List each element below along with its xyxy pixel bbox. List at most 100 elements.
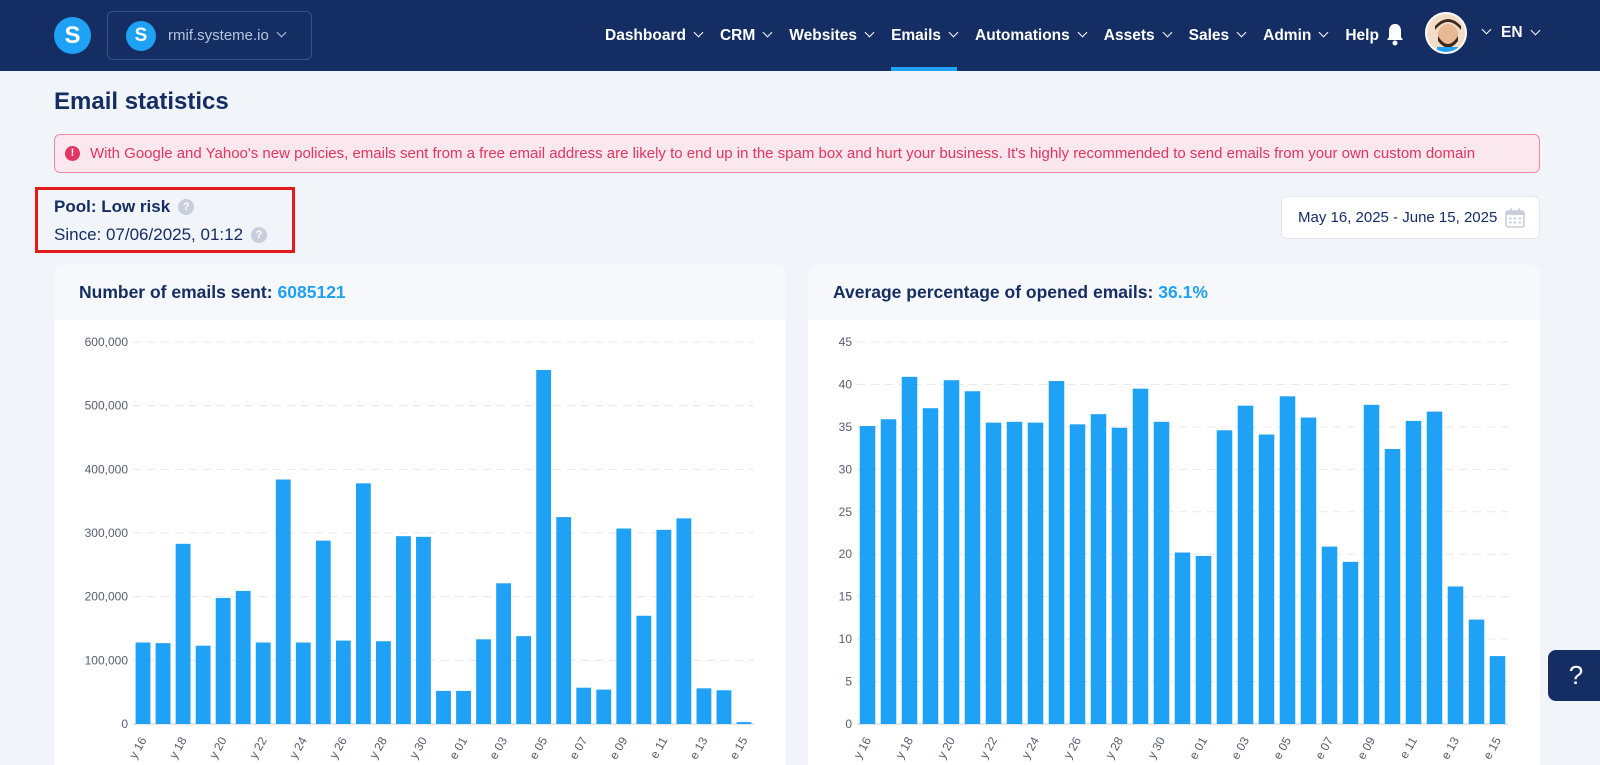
- bar[interactable]: [416, 536, 431, 724]
- bar[interactable]: [596, 689, 612, 724]
- bar[interactable]: [195, 645, 211, 724]
- nav-dashboard-label: Dashboard: [605, 26, 686, 44]
- bar[interactable]: [215, 597, 231, 724]
- bar[interactable]: [922, 408, 939, 724]
- bar[interactable]: [964, 391, 981, 724]
- bar[interactable]: [1174, 552, 1191, 724]
- bar[interactable]: [536, 370, 552, 724]
- bar[interactable]: [636, 615, 652, 724]
- bar[interactable]: [275, 479, 291, 724]
- calendar-icon: [1505, 208, 1525, 228]
- nav-assets[interactable]: Assets: [1104, 0, 1173, 71]
- bar[interactable]: [1153, 421, 1170, 724]
- bar[interactable]: [1195, 555, 1212, 724]
- bar[interactable]: [1069, 424, 1086, 724]
- bar[interactable]: [315, 540, 331, 724]
- language-selector[interactable]: EN: [1501, 24, 1540, 42]
- bell-icon[interactable]: [1385, 22, 1405, 46]
- y-tick-label: 600,000: [85, 335, 129, 349]
- x-tick-label: y 16: [851, 734, 875, 761]
- x-tick-label: e 01: [1186, 734, 1210, 762]
- bar[interactable]: [1342, 561, 1359, 724]
- x-tick-label: e 09: [607, 734, 631, 762]
- bar[interactable]: [880, 419, 897, 724]
- x-tick-label: y 30: [407, 734, 431, 761]
- nav-websites[interactable]: Websites: [789, 0, 875, 71]
- help-chat-button[interactable]: ?: [1548, 650, 1600, 701]
- bar[interactable]: [696, 688, 712, 724]
- bar[interactable]: [456, 690, 471, 724]
- x-tick-label: e 03: [1228, 734, 1252, 762]
- bar[interactable]: [476, 639, 491, 724]
- bar[interactable]: [1384, 448, 1401, 724]
- bar[interactable]: [985, 422, 1002, 724]
- bar[interactable]: [295, 642, 311, 724]
- bar[interactable]: [1258, 434, 1275, 724]
- bar[interactable]: [1300, 417, 1317, 724]
- bar[interactable]: [1363, 404, 1380, 724]
- nav-admin[interactable]: Admin: [1263, 0, 1329, 71]
- x-tick-label: e 13: [1438, 734, 1462, 762]
- bar[interactable]: [576, 687, 592, 724]
- date-range-picker[interactable]: May 16, 2025 - June 15, 2025: [1281, 196, 1540, 239]
- open-rate-chart: 0 5 10 15 20 25 30 35 40 45 y 16 y 18 y 20 y 22 y 24 y …: [839, 335, 1508, 762]
- bar[interactable]: [396, 536, 411, 724]
- bar[interactable]: [436, 690, 451, 724]
- user-avatar[interactable]: [1425, 12, 1467, 54]
- workspace-icon: S: [126, 20, 156, 51]
- bar[interactable]: [1132, 388, 1149, 724]
- x-tick-label: e 07: [567, 734, 591, 762]
- bar[interactable]: [355, 483, 371, 724]
- bar[interactable]: [135, 642, 151, 724]
- bar[interactable]: [1027, 422, 1044, 724]
- bar[interactable]: [616, 528, 632, 724]
- bar[interactable]: [1426, 411, 1443, 724]
- bar[interactable]: [901, 376, 918, 724]
- bar[interactable]: [175, 543, 191, 724]
- bar[interactable]: [556, 517, 572, 724]
- bar[interactable]: [1321, 546, 1338, 724]
- bar[interactable]: [1447, 586, 1464, 724]
- chevron-down-icon[interactable]: [1481, 24, 1492, 35]
- help-icon[interactable]: ?: [178, 199, 195, 215]
- bar[interactable]: [155, 643, 171, 724]
- bar[interactable]: [1111, 427, 1128, 724]
- bar[interactable]: [676, 518, 692, 724]
- x-tick-label: e 05: [1270, 734, 1294, 762]
- bar[interactable]: [1216, 430, 1233, 724]
- chevron-down-icon: [693, 27, 704, 38]
- x-tick-label: y 24: [1019, 734, 1043, 761]
- bar[interactable]: [496, 583, 512, 724]
- bar[interactable]: [656, 529, 672, 724]
- systeme-logo[interactable]: S: [54, 17, 91, 54]
- nav-crm[interactable]: CRM: [720, 0, 773, 71]
- bar[interactable]: [1090, 414, 1107, 724]
- bar[interactable]: [255, 642, 271, 724]
- bar[interactable]: [1468, 619, 1485, 724]
- bar[interactable]: [335, 640, 351, 724]
- bar[interactable]: [516, 636, 532, 724]
- nav-sales[interactable]: Sales: [1189, 0, 1247, 71]
- bar[interactable]: [375, 641, 391, 724]
- help-icon[interactable]: ?: [251, 227, 268, 243]
- nav-help-label: Help: [1345, 26, 1379, 44]
- nav-emails[interactable]: Emails: [891, 0, 959, 71]
- bar[interactable]: [1237, 405, 1254, 724]
- bar[interactable]: [859, 426, 876, 724]
- nav-dashboard[interactable]: Dashboard: [605, 0, 704, 71]
- y-tick-label: 500,000: [85, 399, 129, 413]
- bar[interactable]: [943, 380, 960, 724]
- bar[interactable]: [736, 722, 752, 724]
- workspace-selector[interactable]: S rmif.systeme.io: [107, 11, 312, 60]
- bar[interactable]: [1006, 421, 1023, 724]
- bar[interactable]: [716, 690, 732, 724]
- nav-automations[interactable]: Automations: [975, 0, 1088, 71]
- y-tick-label: 0: [121, 717, 128, 731]
- bar[interactable]: [1279, 396, 1296, 724]
- bar[interactable]: [1048, 381, 1065, 724]
- bar[interactable]: [235, 590, 251, 724]
- nav-help[interactable]: Help: [1345, 0, 1379, 71]
- bar[interactable]: [1489, 656, 1506, 724]
- spam-policy-alert: ! With Google and Yahoo's new policies, …: [54, 134, 1540, 173]
- bar[interactable]: [1405, 420, 1422, 724]
